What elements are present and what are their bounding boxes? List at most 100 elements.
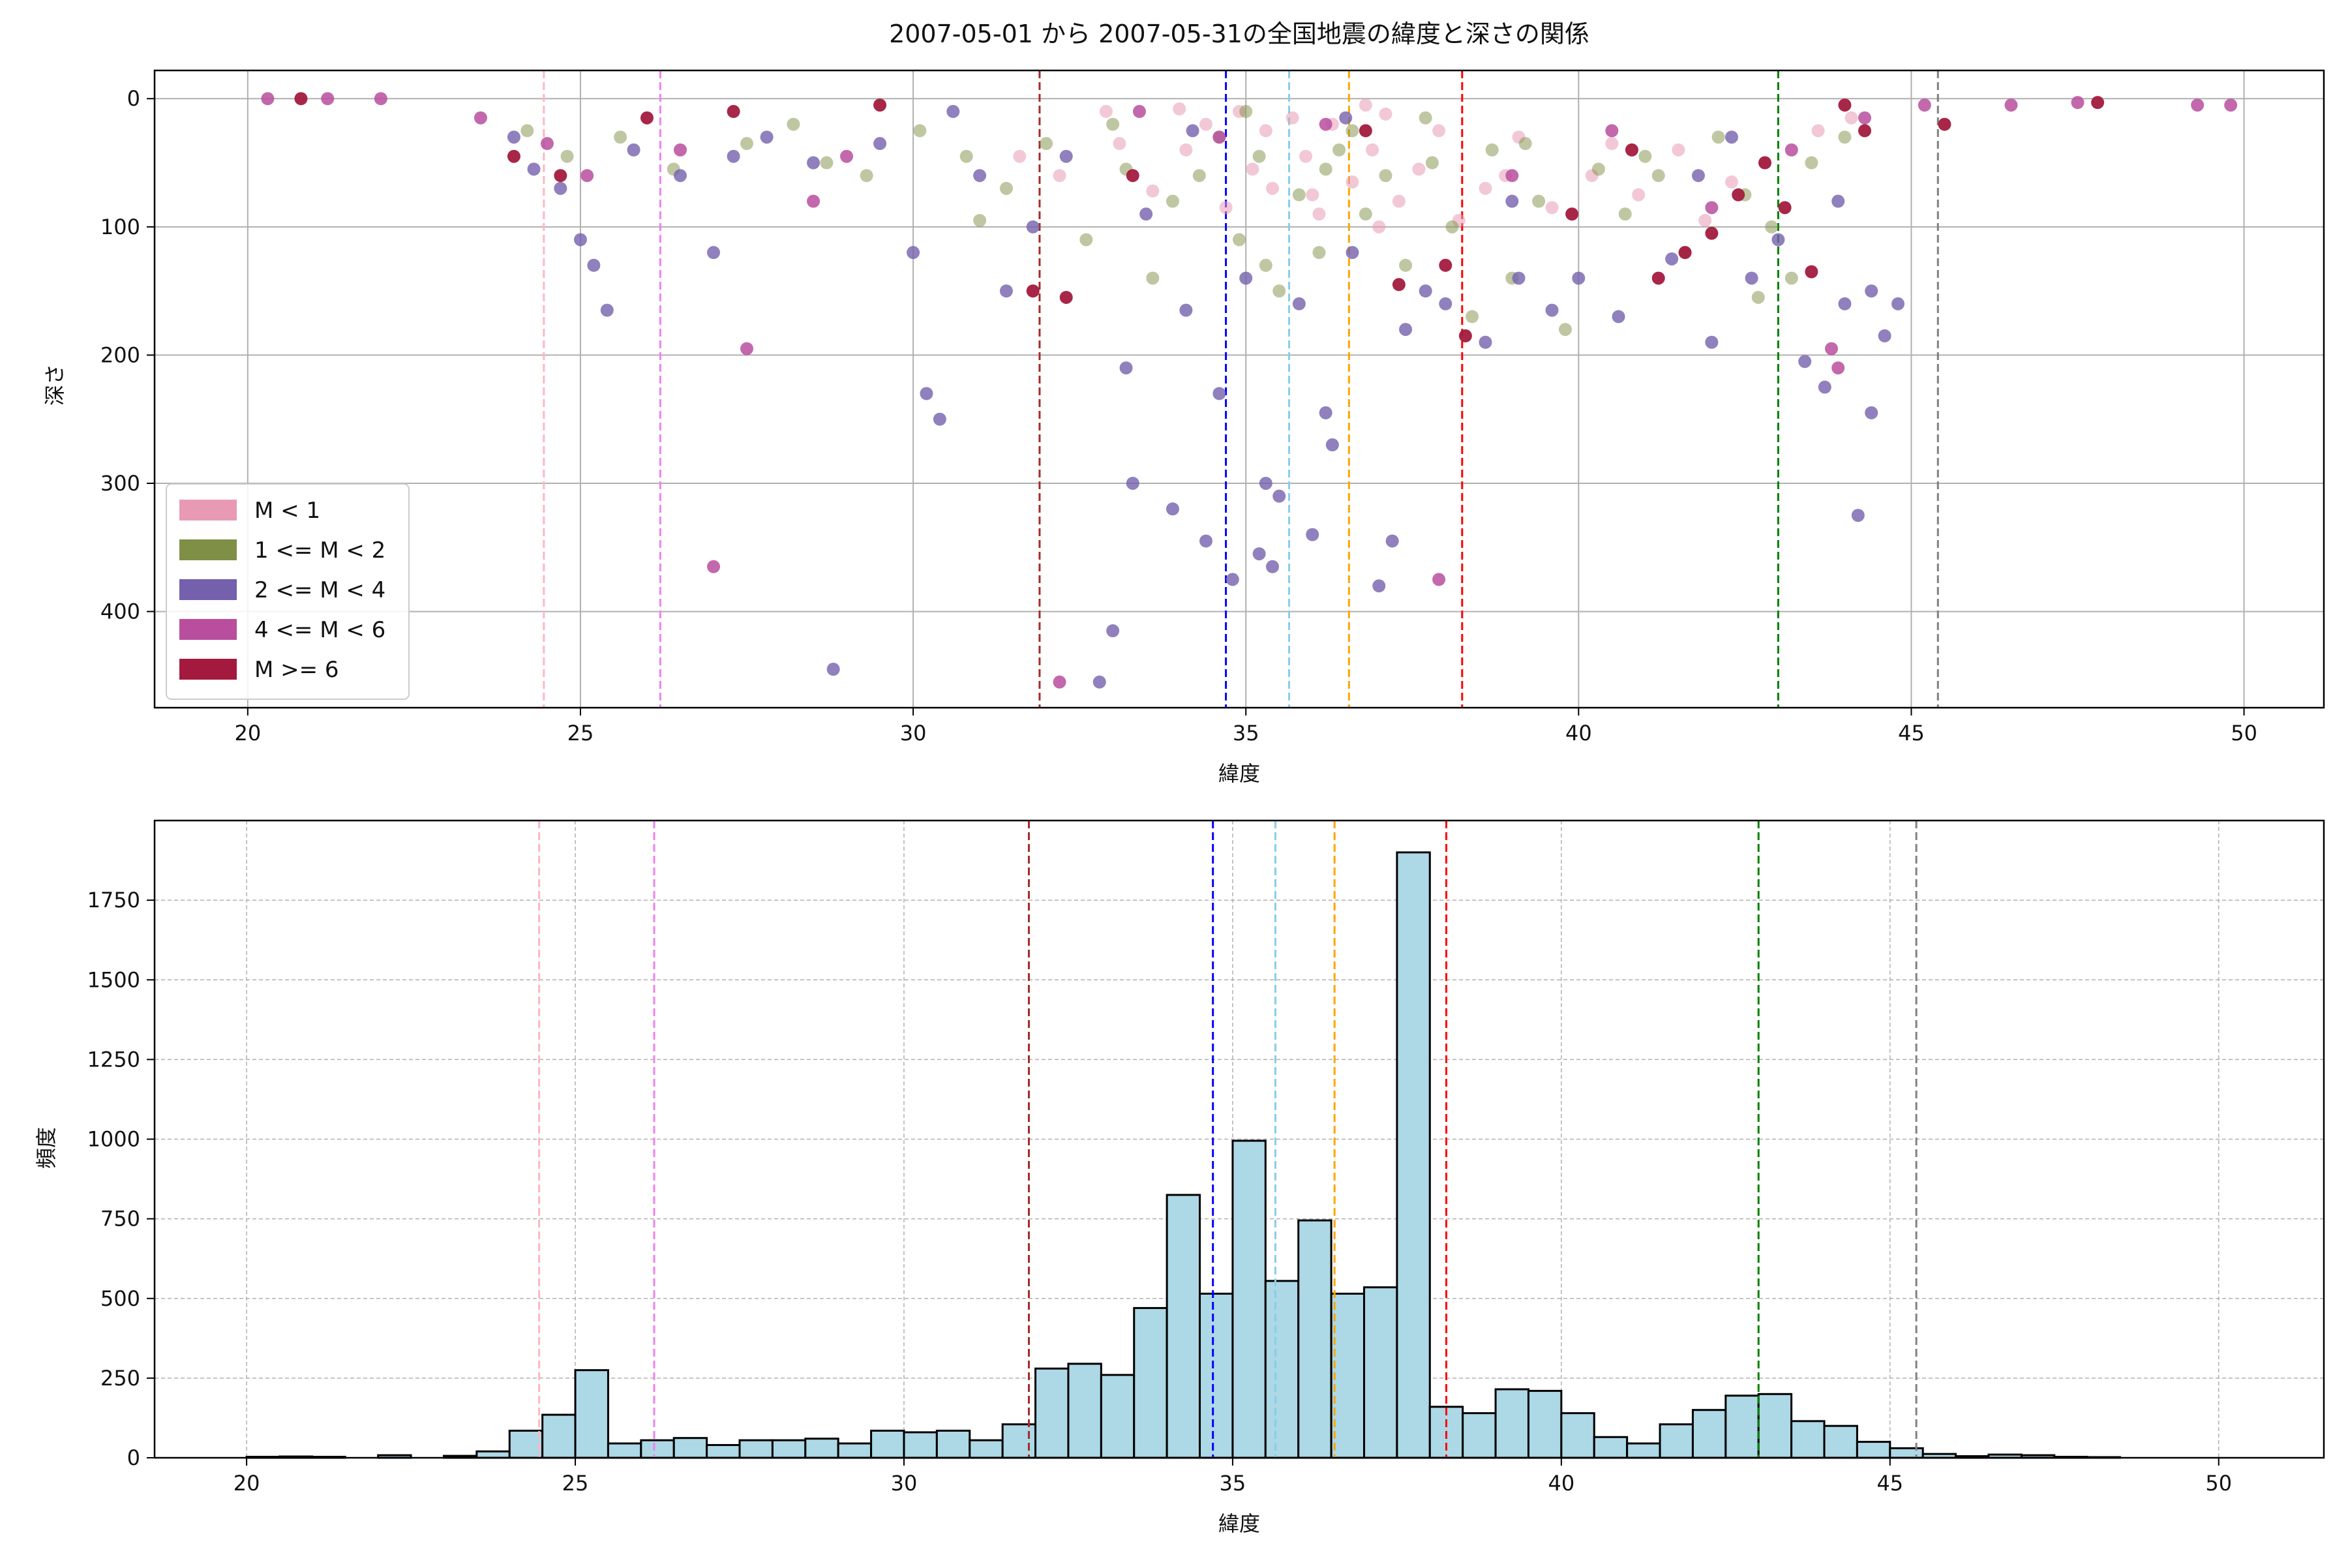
scatter-point (1651, 169, 1665, 183)
scatter-point (1252, 149, 1266, 163)
scatter-point (973, 169, 987, 183)
scatter-point (1672, 143, 1685, 157)
scatter-point (1319, 162, 1332, 176)
scatter-point (1625, 143, 1638, 157)
scatter-point (1139, 207, 1153, 221)
scatter-point (1838, 98, 1852, 112)
scatter-point (913, 124, 927, 138)
scatter-point (1059, 149, 1073, 163)
scatter-point (1392, 194, 1406, 208)
hist-ytick-label: 0 (127, 1445, 140, 1470)
histogram-bar (969, 1439, 1004, 1459)
scatter-point (1724, 130, 1738, 144)
scatter-ytick-label: 400 (100, 599, 140, 624)
scatter-point (1239, 104, 1253, 118)
scatter-point (1259, 476, 1272, 490)
scatter-point (707, 246, 721, 260)
scatter-point (1518, 137, 1532, 151)
scatter-point (640, 111, 654, 125)
scatter-point (1432, 573, 1446, 586)
scatter-point (1013, 149, 1027, 163)
hist-xtick-label: 20 (233, 1471, 260, 1496)
scatter-point (1106, 117, 1120, 131)
scatter-point (1844, 111, 1858, 125)
scatter-point (321, 92, 335, 106)
scatter-point (1359, 124, 1372, 138)
scatter-point (1691, 169, 1705, 183)
scatter-point (1173, 102, 1186, 115)
scatter-point (1146, 271, 1160, 285)
scatter-point (1865, 406, 1878, 419)
scatter-point (727, 149, 740, 163)
scatter-point (261, 92, 275, 106)
scatter-point (973, 213, 987, 227)
hist-ytick-label: 1500 (87, 967, 140, 992)
scatter-point (999, 284, 1013, 298)
scatter-point (1346, 175, 1359, 189)
scatter-point (1332, 143, 1346, 157)
scatter-point (1558, 323, 1572, 337)
scatter-point (1825, 342, 1839, 355)
scatter-point (1466, 310, 1479, 324)
scatter-point (1798, 355, 1812, 369)
scatter-point (760, 130, 774, 144)
scatter-point (1605, 137, 1619, 151)
scatter-frame (153, 69, 2325, 709)
hist-ylabel: 頻度 (34, 1127, 59, 1169)
hist-ytick-label: 750 (100, 1207, 140, 1231)
scatter-point (554, 181, 567, 195)
scatter-point (627, 143, 640, 157)
scatter-point (1439, 297, 1452, 310)
scatter-point (1166, 194, 1179, 208)
histogram-bar (837, 1442, 873, 1459)
scatter-point (727, 104, 740, 118)
histogram-bar (475, 1450, 511, 1459)
scatter-point (1918, 98, 1931, 112)
histogram-bar (1166, 1194, 1201, 1459)
legend-swatch (179, 619, 237, 640)
scatter-point (1439, 258, 1452, 272)
scatter-point (1306, 188, 1319, 202)
histogram-bar (1790, 1420, 1826, 1459)
scatter-point (1179, 303, 1193, 317)
scatter-point (1266, 181, 1280, 195)
scatter-point (807, 156, 820, 170)
scatter-point (959, 149, 973, 163)
scatter-point (587, 258, 601, 272)
scatter-point (1246, 162, 1259, 176)
scatter-point (1399, 258, 1413, 272)
histogram-bar (1724, 1395, 1760, 1459)
scatter-point (520, 124, 534, 138)
scatter-point (1186, 124, 1199, 138)
scatter-point (1126, 476, 1139, 490)
hist-xtick-label: 30 (891, 1471, 918, 1496)
hist-ytick-label: 1750 (87, 888, 140, 912)
scatter-point (1938, 117, 1951, 131)
scatter-point (1372, 220, 1386, 234)
scatter-point (2071, 96, 2085, 110)
scatter-point (1865, 284, 1878, 298)
scatter-point (374, 92, 387, 106)
scatter-point (1512, 271, 1526, 285)
scatter-xtick-label: 20 (234, 721, 261, 746)
histogram-bar (1034, 1367, 1070, 1459)
scatter-xlabel: 緯度 (1218, 761, 1260, 786)
hist-ytick-label: 500 (100, 1286, 140, 1311)
scatter-point (1612, 310, 1625, 324)
scatter-point (580, 169, 594, 183)
scatter-ytick-label: 300 (100, 471, 140, 496)
scatter-point (820, 156, 834, 170)
scatter-point (840, 149, 854, 163)
scatter-point (1179, 143, 1193, 157)
histogram-bar (1330, 1292, 1365, 1459)
scatter-point (1346, 246, 1359, 260)
histogram-bar (1133, 1306, 1168, 1459)
scatter-point (1705, 226, 1719, 240)
scatter-point (1239, 271, 1253, 285)
scatter-point (1419, 111, 1432, 125)
histogram-bar (771, 1439, 807, 1459)
scatter-point (1359, 98, 1372, 112)
scatter-chart: 20 25 30 35 40 45 50 0 100 200 300 400 (100, 69, 2325, 746)
